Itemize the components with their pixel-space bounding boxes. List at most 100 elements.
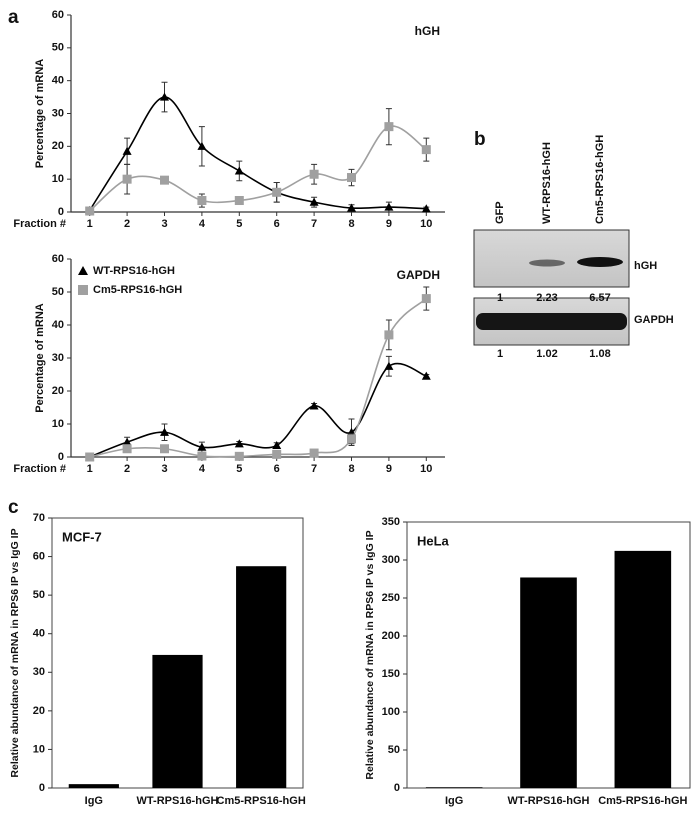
marker — [309, 197, 319, 206]
y-axis-label: Relative abundance of mRNA in RPS6 IP vs… — [9, 528, 21, 777]
marker — [272, 440, 282, 450]
bar — [68, 784, 119, 788]
x-tick-label: 5 — [236, 463, 242, 475]
marker — [197, 442, 207, 451]
legend-label: WT-RPS16-hGH — [93, 265, 175, 277]
marker — [122, 444, 132, 454]
y-tick-label: 60 — [33, 550, 45, 562]
series-line — [89, 362, 427, 458]
marker — [384, 122, 394, 132]
lane-label: WT-RPS16-hGH — [541, 142, 553, 224]
row-label: hGH — [634, 260, 657, 272]
x-axis-label: Fraction # — [13, 218, 66, 230]
y-tick-label: 150 — [382, 668, 400, 680]
marker — [160, 427, 169, 436]
series-line — [89, 297, 427, 458]
legend-marker — [78, 266, 88, 275]
chart-title: GAPDH — [397, 268, 440, 282]
y-tick-label: 30 — [33, 666, 45, 678]
marker — [234, 451, 244, 461]
y-tick-label: 0 — [394, 782, 400, 794]
quantity: 1 — [497, 348, 503, 360]
y-tick-label: 70 — [33, 512, 45, 524]
y-tick-label: 50 — [52, 42, 64, 54]
marker — [197, 141, 207, 150]
y-tick-label: 100 — [382, 706, 400, 718]
y-tick-label: 250 — [382, 592, 400, 604]
marker — [122, 146, 132, 155]
x-tick-label: 5 — [236, 218, 242, 230]
marker — [272, 449, 282, 459]
y-tick-label: 200 — [382, 630, 400, 642]
x-tick-label: 9 — [386, 463, 392, 475]
marker — [197, 451, 207, 461]
marker — [309, 169, 319, 179]
x-tick-label: 7 — [311, 218, 317, 230]
x-tick-label: 1 — [87, 463, 93, 475]
y-axis-label: Relative abundance of mRNA in RPS6 IP vs… — [364, 530, 376, 779]
marker — [234, 196, 244, 206]
series-line — [89, 96, 427, 211]
x-tick-label: Cm5-RPS16-hGH — [217, 795, 306, 807]
legend-marker — [78, 285, 88, 295]
x-tick-label: 4 — [199, 463, 206, 475]
x-tick-label: 3 — [161, 463, 167, 475]
y-axis-label: Percentage of mRNA — [34, 303, 46, 412]
y-tick-label: 0 — [39, 782, 45, 794]
y-tick-label: 20 — [52, 385, 64, 397]
x-tick-label: 9 — [386, 218, 392, 230]
x-tick-label: WT-RPS16-hGH — [137, 795, 219, 807]
y-tick-label: 40 — [52, 319, 64, 331]
y-tick-label: 50 — [33, 589, 45, 601]
bar — [614, 550, 672, 788]
y-tick-label: 60 — [52, 9, 64, 21]
x-tick-label: 6 — [274, 463, 280, 475]
y-tick-label: 350 — [382, 516, 400, 528]
marker — [421, 204, 431, 213]
legend-label: Cm5-RPS16-hGH — [93, 284, 182, 296]
y-tick-label: 60 — [52, 253, 64, 265]
y-tick-label: 50 — [388, 744, 400, 756]
marker — [234, 166, 244, 175]
marker — [122, 174, 132, 184]
bar — [425, 787, 483, 788]
marker — [347, 173, 356, 183]
panel-label: c — [8, 497, 19, 518]
marker — [421, 371, 431, 380]
x-tick-label: 6 — [274, 218, 280, 230]
marker — [160, 92, 169, 101]
y-tick-label: 30 — [52, 352, 64, 364]
x-tick-label: 8 — [348, 463, 354, 475]
chart-title: hGH — [415, 24, 440, 38]
marker — [309, 448, 319, 458]
y-tick-label: 40 — [33, 628, 45, 640]
blot-band — [577, 257, 623, 267]
quantity: 2.23 — [536, 292, 557, 304]
marker — [421, 294, 431, 304]
x-tick-label: 2 — [124, 463, 130, 475]
marker — [347, 203, 356, 212]
x-tick-label: 3 — [161, 218, 167, 230]
x-tick-label: 8 — [348, 218, 354, 230]
marker — [421, 145, 431, 155]
x-tick-label: IgG — [85, 795, 103, 807]
quantity: 1.02 — [536, 348, 557, 360]
panel-label: b — [474, 129, 486, 150]
marker — [197, 196, 207, 206]
y-tick-label: 300 — [382, 554, 400, 566]
marker — [384, 330, 394, 340]
quantity: 6.57 — [589, 292, 610, 304]
y-tick-label: 20 — [52, 140, 64, 152]
marker — [309, 401, 319, 410]
bar — [236, 566, 287, 788]
y-tick-label: 30 — [52, 107, 64, 119]
marker — [234, 439, 244, 448]
marker — [122, 437, 132, 446]
quantity: 1 — [497, 292, 503, 304]
panel-label: a — [8, 7, 19, 28]
marker — [85, 452, 95, 462]
series-line — [89, 125, 427, 212]
marker — [85, 206, 95, 216]
x-tick-label: 4 — [199, 218, 206, 230]
y-tick-label: 10 — [52, 418, 64, 430]
